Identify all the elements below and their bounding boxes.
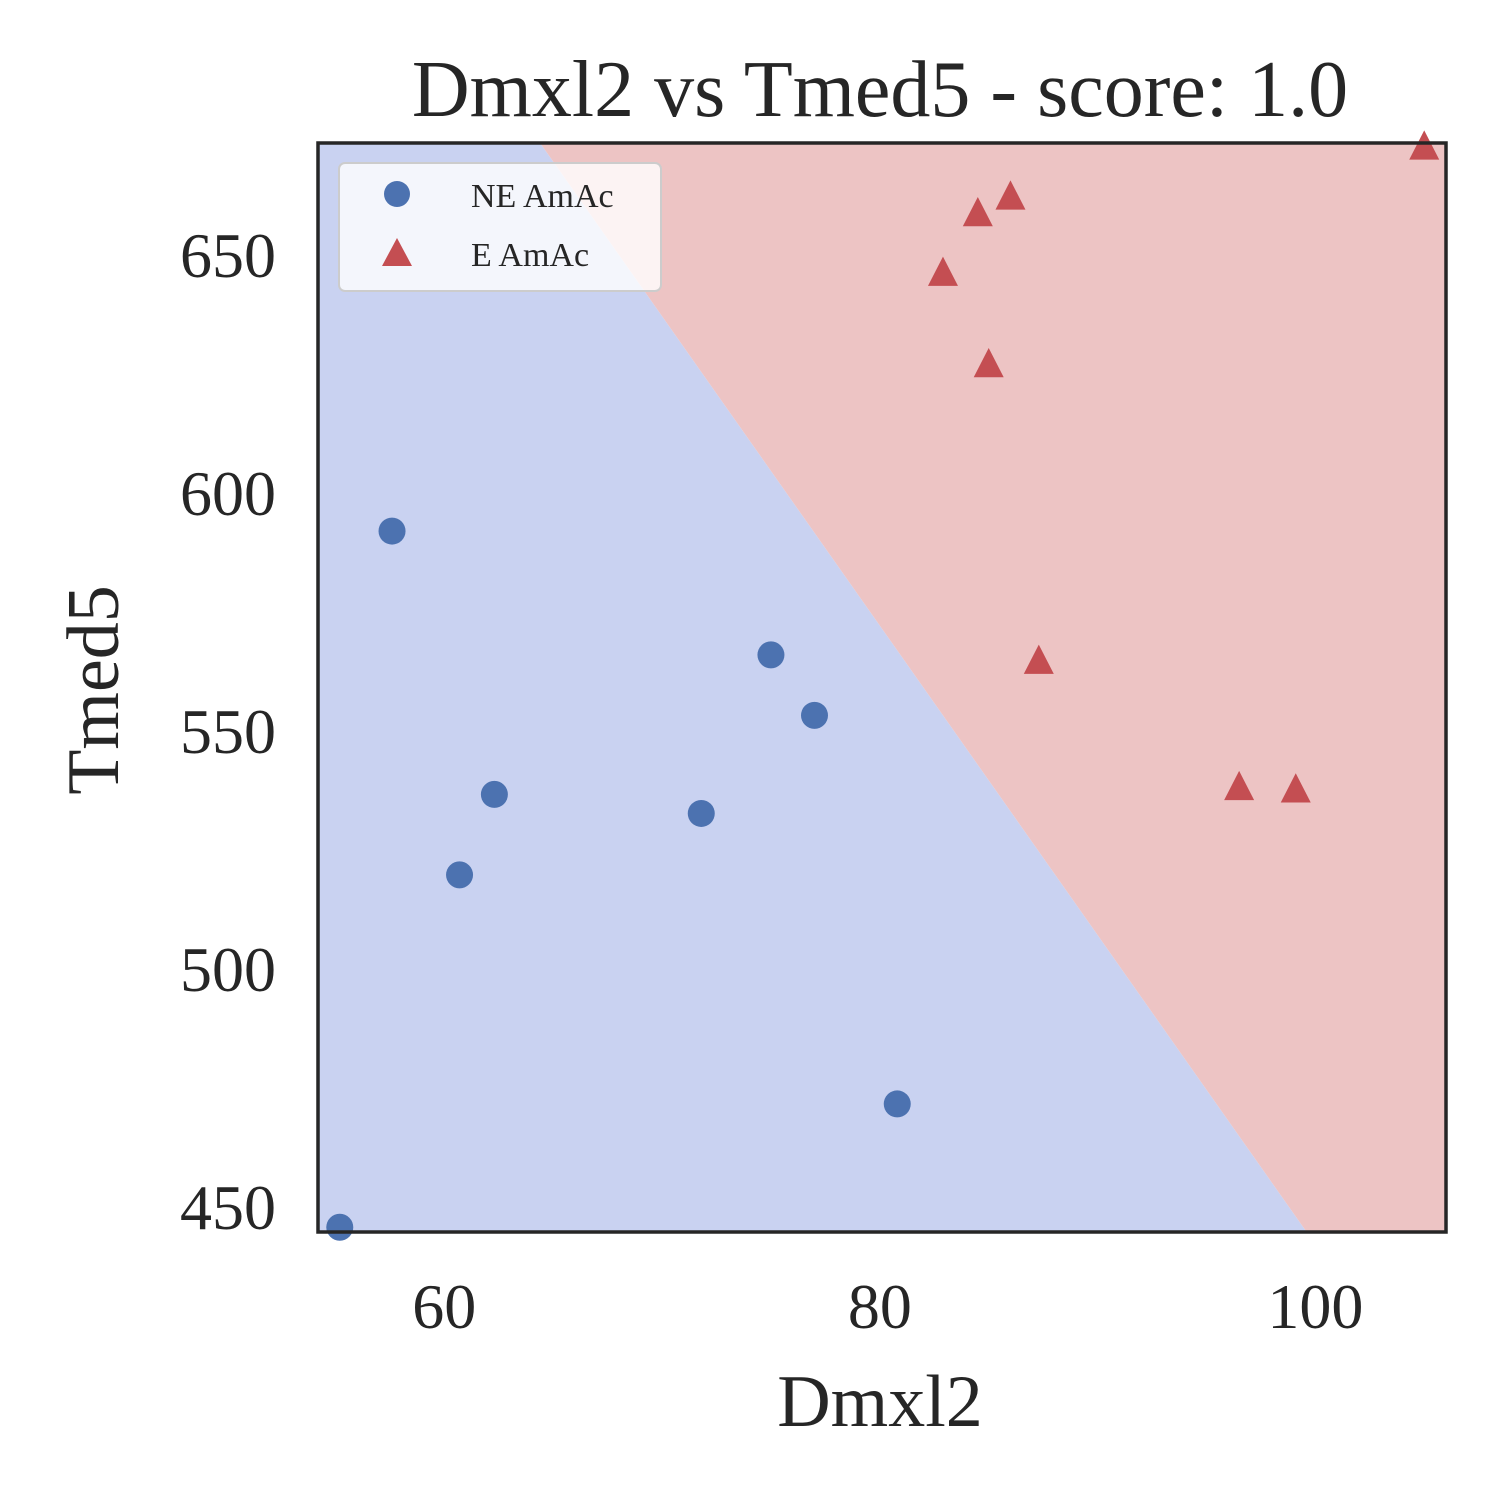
point-e-amac-0 [927, 256, 958, 286]
y-tick-label-600: 600 [180, 458, 276, 529]
x-axis-label: Dmxl2 [777, 1361, 983, 1443]
point-e-amac-2 [973, 347, 1004, 378]
legend: NE AmAc E AmAc [338, 162, 662, 292]
point-ne-amac-0 [326, 1213, 354, 1241]
legend-marker-e-amac [382, 238, 412, 266]
y-tick-label-650: 650 [180, 220, 276, 291]
legend-label-e-amac: E AmAc [471, 237, 589, 274]
point-e-amac-6 [1280, 773, 1311, 803]
point-e-amac-4 [1023, 644, 1054, 674]
point-ne-amac-4 [687, 799, 715, 827]
x-tick-label-60: 60 [412, 1271, 476, 1342]
y-tick-label-500: 500 [180, 934, 276, 1005]
x-tick-label-80: 80 [848, 1271, 912, 1342]
point-ne-amac-6 [800, 701, 828, 729]
chart-title: Dmxl2 vs Tmed5 - score: 1.0 [412, 46, 1348, 134]
point-ne-amac-7 [883, 1090, 911, 1118]
y-tick-label-550: 550 [180, 696, 276, 767]
data-points [326, 130, 1440, 1241]
point-ne-amac-5 [757, 641, 785, 669]
legend-label-ne-amac: NE AmAc [471, 178, 614, 215]
legend-marker-ne-amac [384, 181, 410, 207]
legend-box [338, 162, 662, 292]
plot-area [318, 130, 1446, 1241]
point-e-amac-1 [962, 197, 993, 227]
point-ne-amac-2 [446, 861, 474, 889]
y-axis-label: Tmed5 [53, 585, 135, 795]
e-decision-region [540, 143, 1446, 1232]
point-e-amac-5 [1224, 770, 1255, 801]
point-e-amac-7 [1409, 130, 1440, 160]
point-e-amac-3 [995, 180, 1026, 210]
point-ne-amac-1 [378, 517, 406, 545]
y-tick-label-450: 450 [180, 1172, 276, 1243]
x-tick-label-100: 100 [1267, 1271, 1363, 1342]
point-ne-amac-3 [480, 780, 508, 808]
ne-decision-region [318, 143, 1307, 1232]
plot-frame [316, 141, 1448, 1234]
axis-ticks: 60 80 100 450 500 550 600 650 [180, 220, 1363, 1342]
